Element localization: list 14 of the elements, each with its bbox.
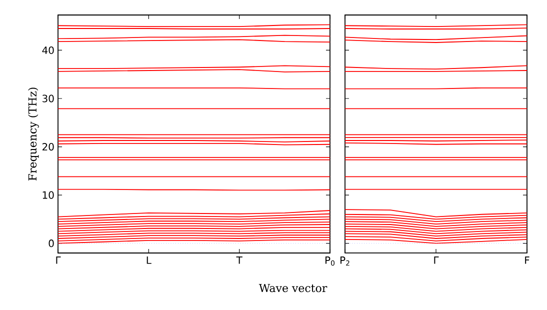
y-tick-label: 20 bbox=[42, 142, 54, 151]
y-axis-title: Frequency (THz) bbox=[28, 88, 39, 181]
x-tick-label: Γ bbox=[434, 256, 439, 264]
x-tick-label: F bbox=[525, 256, 530, 264]
x-tick-label: Γ bbox=[56, 256, 61, 264]
x-tick-label: P$_{0}$ bbox=[325, 256, 335, 266]
x-tick-label: L bbox=[146, 256, 152, 264]
x-tick-label: P$_{2}$ bbox=[340, 256, 350, 266]
x-tick-label: T bbox=[236, 256, 242, 264]
y-tick-label: 0 bbox=[48, 240, 54, 248]
y-tick-label: 30 bbox=[42, 94, 54, 102]
y-tick-label: 10 bbox=[42, 191, 54, 199]
x-axis-title: Wave vector bbox=[258, 284, 328, 292]
y-tick-label: 40 bbox=[42, 46, 54, 54]
